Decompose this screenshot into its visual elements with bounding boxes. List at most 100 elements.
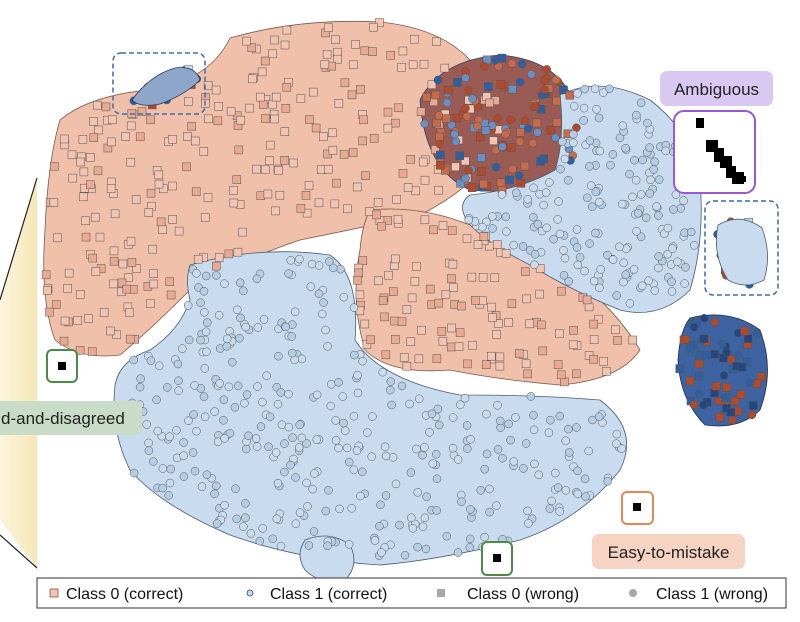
scatter-point bbox=[95, 232, 105, 242]
scatter-point bbox=[368, 412, 377, 421]
scatter-point bbox=[727, 355, 736, 364]
scatter-point bbox=[369, 134, 379, 143]
scatter-point bbox=[280, 156, 289, 165]
scatter-point bbox=[340, 426, 350, 435]
scatter-point bbox=[599, 88, 608, 97]
scatter-point bbox=[258, 100, 268, 109]
scatter-point bbox=[264, 442, 273, 452]
scatter-point bbox=[461, 173, 470, 183]
scatter-point bbox=[420, 119, 429, 129]
scatter-point bbox=[284, 389, 293, 399]
scatter-point bbox=[492, 501, 501, 510]
scatter-point bbox=[274, 166, 283, 175]
inset-cluster-right bbox=[715, 218, 768, 286]
scatter-point bbox=[730, 396, 740, 406]
scatter-point bbox=[129, 355, 138, 365]
scatter-point bbox=[235, 333, 244, 343]
scatter-point bbox=[373, 276, 383, 286]
scatter-point bbox=[461, 73, 470, 83]
scatter-point bbox=[271, 206, 280, 216]
scatter-point bbox=[527, 70, 536, 79]
scatter-point bbox=[420, 513, 430, 523]
scatter-point bbox=[728, 415, 737, 425]
scatter-point bbox=[555, 507, 564, 516]
scatter-point bbox=[295, 508, 305, 517]
scatter-point bbox=[621, 143, 630, 153]
legend-marker-class1-wrong bbox=[629, 589, 637, 597]
scatter-point bbox=[87, 347, 97, 356]
scatter-point bbox=[137, 107, 147, 116]
easy-label-bg bbox=[592, 534, 745, 569]
scatter-point bbox=[93, 166, 103, 176]
scatter-point bbox=[256, 191, 266, 200]
scatter-point bbox=[135, 382, 145, 392]
scatter-point bbox=[569, 326, 578, 335]
scatter-point bbox=[358, 467, 367, 477]
scatter-point bbox=[539, 200, 548, 210]
scatter-point bbox=[491, 145, 501, 155]
scatter-point bbox=[675, 364, 685, 373]
scatter-point bbox=[587, 202, 597, 211]
scatter-point bbox=[568, 340, 578, 350]
scatter-point bbox=[184, 416, 193, 425]
scatter-point bbox=[485, 484, 494, 494]
scatter-point bbox=[569, 101, 579, 111]
legend-marker-class0-correct bbox=[49, 588, 59, 598]
scatter-point bbox=[681, 335, 691, 344]
scatter-point bbox=[480, 464, 489, 474]
scatter-point bbox=[436, 161, 445, 170]
scatter-point bbox=[594, 197, 604, 207]
scatter-point bbox=[467, 272, 477, 282]
scatter-point bbox=[595, 146, 605, 156]
scatter-point bbox=[286, 460, 295, 470]
scatter-point bbox=[344, 457, 354, 467]
scatter-point bbox=[519, 464, 528, 473]
scatter-point bbox=[45, 307, 54, 317]
scatter-point bbox=[676, 204, 685, 213]
scatter-point bbox=[334, 378, 343, 387]
scatter-point bbox=[136, 374, 145, 383]
scatter-point bbox=[51, 300, 61, 309]
scatter-point bbox=[523, 506, 532, 516]
scatter-point bbox=[497, 190, 507, 199]
scatter-point bbox=[358, 356, 367, 366]
scatter-point bbox=[349, 303, 359, 312]
scatter-point bbox=[339, 150, 349, 159]
scatter-point bbox=[395, 520, 404, 530]
scatter-point bbox=[465, 534, 475, 544]
scatter-point bbox=[232, 514, 241, 524]
scatter-point bbox=[110, 209, 120, 219]
scatter-point bbox=[125, 308, 134, 317]
scatter-point bbox=[462, 421, 472, 430]
scatter-point bbox=[301, 191, 311, 200]
scatter-point bbox=[50, 162, 59, 171]
scatter-point bbox=[599, 357, 608, 366]
scatter-point bbox=[312, 435, 322, 444]
legend: Class 0 (correct) Class 1 (correct) Clas… bbox=[36, 577, 787, 609]
scatter-point bbox=[326, 401, 336, 411]
scatter-point bbox=[159, 184, 168, 194]
scatter-point bbox=[378, 296, 388, 306]
scatter-point bbox=[418, 157, 428, 167]
scatter-point bbox=[383, 123, 393, 133]
scatter-point bbox=[652, 202, 661, 211]
inset-box-right bbox=[704, 200, 779, 296]
scatter-point bbox=[366, 335, 375, 345]
scatter-point bbox=[463, 444, 472, 453]
scatter-point bbox=[354, 268, 363, 278]
scatter-point bbox=[381, 491, 391, 500]
scatter-point bbox=[553, 215, 562, 224]
scatter-point bbox=[420, 215, 430, 225]
scatter-point bbox=[530, 459, 539, 469]
scatter-point bbox=[663, 223, 673, 233]
scatter-point bbox=[669, 205, 678, 214]
scatter-point bbox=[124, 273, 133, 282]
scatter-point bbox=[352, 182, 362, 192]
scatter-point bbox=[276, 388, 286, 397]
scatter-point bbox=[546, 125, 556, 135]
scatter-point bbox=[615, 242, 624, 252]
scatter-point bbox=[306, 282, 316, 291]
scatter-point bbox=[516, 179, 526, 188]
scatter-point bbox=[323, 164, 333, 174]
scatter-point bbox=[282, 25, 292, 35]
